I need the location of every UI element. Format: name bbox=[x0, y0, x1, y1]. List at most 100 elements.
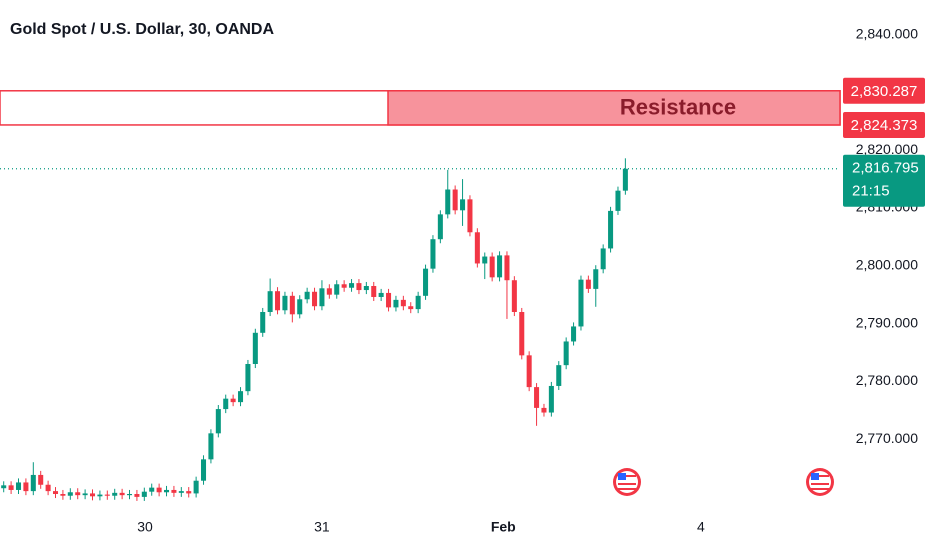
candle-body bbox=[252, 332, 258, 364]
candle-body bbox=[467, 199, 473, 233]
event-flag[interactable] bbox=[613, 468, 641, 496]
candle-body bbox=[141, 491, 147, 497]
candle-body bbox=[282, 295, 288, 311]
candle-body bbox=[437, 214, 443, 240]
candle-body bbox=[223, 398, 229, 410]
candle-body bbox=[460, 199, 466, 211]
candle-body bbox=[593, 269, 599, 289]
candle-body bbox=[356, 283, 362, 291]
candle-body bbox=[304, 291, 310, 300]
candle-body bbox=[415, 295, 421, 310]
candle-body bbox=[526, 355, 532, 388]
candle-body bbox=[534, 387, 540, 408]
candle-body bbox=[156, 487, 162, 493]
y-tick-label: 2,780.000 bbox=[856, 372, 918, 388]
candle-body bbox=[326, 288, 332, 295]
candle-body bbox=[89, 493, 96, 497]
last-price-tag bbox=[843, 154, 925, 207]
candle-body bbox=[423, 268, 429, 296]
candle-body bbox=[38, 474, 44, 485]
y-tick-label: 2,840.000 bbox=[856, 25, 918, 41]
candle-body bbox=[578, 279, 584, 327]
flag-stripe bbox=[819, 475, 829, 477]
countdown-label: 21:15 bbox=[852, 183, 890, 200]
candle-body bbox=[230, 398, 236, 403]
candle-body bbox=[178, 491, 184, 493]
flag-stripe bbox=[618, 488, 636, 490]
candle-body bbox=[571, 326, 577, 342]
candle-body bbox=[275, 291, 281, 311]
x-tick-label: 4 bbox=[697, 519, 705, 535]
candle-body bbox=[171, 489, 177, 493]
candle-body bbox=[126, 494, 133, 496]
y-tick-label: 2,800.000 bbox=[856, 256, 918, 272]
candle-body bbox=[408, 306, 414, 310]
price-tag bbox=[843, 111, 925, 138]
candle-body bbox=[215, 409, 221, 434]
candle-body bbox=[8, 485, 14, 490]
candle-body bbox=[511, 280, 517, 312]
candle-body bbox=[430, 239, 436, 269]
candle-body bbox=[260, 312, 266, 333]
y-tick-label: 2,820.000 bbox=[856, 141, 918, 157]
last-price-label: 2,816.795 bbox=[852, 160, 919, 177]
candle-body bbox=[97, 494, 103, 497]
flag-canton bbox=[618, 473, 626, 480]
candle-body bbox=[245, 364, 251, 392]
candle-body bbox=[289, 295, 295, 315]
candle-body bbox=[186, 491, 192, 494]
flag-canton bbox=[811, 473, 819, 480]
flag-stripe bbox=[626, 475, 636, 477]
x-tick-label: Feb bbox=[491, 519, 516, 535]
candle-body bbox=[193, 480, 199, 494]
event-flag[interactable] bbox=[806, 468, 834, 496]
candle-body bbox=[341, 284, 347, 288]
candle-body bbox=[541, 407, 547, 413]
candle-body bbox=[238, 391, 244, 403]
resistance-zone bbox=[387, 90, 841, 126]
candle-body bbox=[164, 489, 170, 493]
candle-body bbox=[622, 168, 628, 191]
y-tick-label: 2,770.000 bbox=[856, 430, 918, 446]
candle-body bbox=[556, 365, 562, 386]
candle-body bbox=[52, 491, 59, 494]
y-tick-label: 2,790.000 bbox=[856, 314, 918, 330]
candle-body bbox=[134, 494, 140, 497]
candle-body bbox=[119, 492, 125, 496]
candle-body bbox=[504, 255, 510, 281]
candle-body bbox=[60, 494, 66, 496]
candle-body bbox=[75, 492, 81, 496]
candle-body bbox=[67, 492, 73, 496]
candle-body bbox=[474, 232, 480, 264]
candle-body bbox=[297, 299, 303, 315]
price-tag bbox=[843, 77, 925, 104]
candle-body bbox=[585, 279, 591, 289]
candle-body bbox=[30, 474, 36, 492]
candle-body bbox=[104, 494, 110, 496]
candle-body bbox=[208, 433, 214, 460]
candle-body bbox=[497, 255, 503, 278]
candle-body bbox=[334, 284, 340, 295]
candle-body bbox=[23, 482, 29, 492]
candle-body bbox=[563, 341, 569, 366]
candle-body bbox=[371, 286, 377, 297]
price-tag-label: 2,824.373 bbox=[851, 117, 918, 134]
candle-body bbox=[489, 256, 495, 278]
candle-body bbox=[149, 487, 155, 492]
candle-body bbox=[312, 291, 318, 307]
chart-title: Gold Spot / U.S. Dollar, 30, OANDA bbox=[10, 21, 274, 38]
candle-body bbox=[112, 492, 118, 496]
candle-body bbox=[608, 210, 614, 249]
candle-body bbox=[363, 286, 369, 291]
candle-body bbox=[45, 484, 51, 492]
candle-body bbox=[1, 485, 7, 489]
resistance-label: Resistance bbox=[620, 95, 736, 120]
candle-body bbox=[319, 288, 325, 307]
candle-body bbox=[519, 312, 525, 356]
price-tag-label: 2,830.287 bbox=[851, 83, 918, 100]
flag-stripe bbox=[618, 483, 636, 485]
candle-body bbox=[15, 482, 22, 490]
flag-stripe bbox=[811, 483, 829, 485]
